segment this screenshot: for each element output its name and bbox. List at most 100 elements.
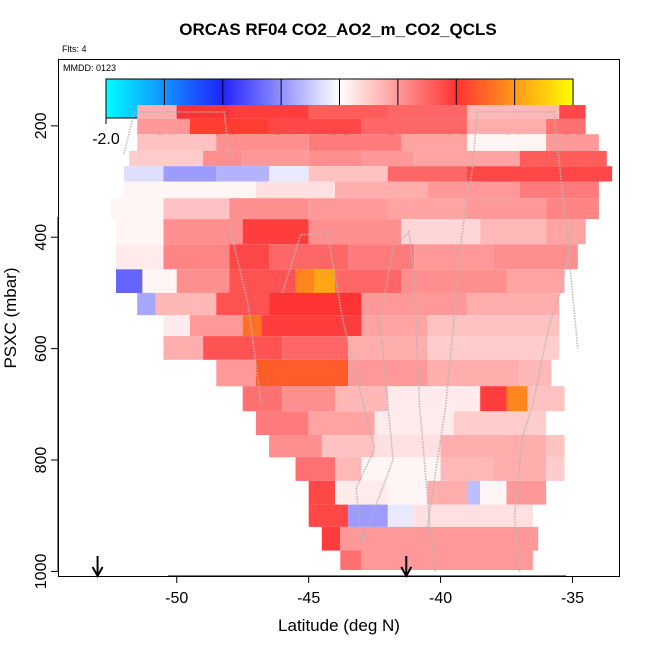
heatmap-cell xyxy=(467,134,547,151)
heatmap-cell xyxy=(467,118,547,135)
heatmap-cell xyxy=(387,504,415,527)
heatmap-cell xyxy=(467,198,547,220)
marker-arrow-head xyxy=(91,566,104,579)
heatmap-cell xyxy=(480,219,547,245)
heatmap-cell xyxy=(137,292,156,316)
heatmap-cell xyxy=(203,150,243,167)
x-tick-label: -35 xyxy=(561,590,584,607)
heatmap-cell xyxy=(321,526,341,551)
heatmap-cell xyxy=(401,269,507,293)
heatmap-cell xyxy=(229,105,309,119)
heatmap-cell xyxy=(414,504,533,527)
heatmap-cell xyxy=(546,118,586,135)
heatmap-cell xyxy=(519,150,607,167)
heatmap-cell xyxy=(361,315,428,337)
heatmap-cell xyxy=(229,269,296,293)
heatmap-cell xyxy=(137,134,217,151)
heatmap-cell xyxy=(546,457,565,481)
heatmap-cell xyxy=(229,244,270,270)
heatmap-cell xyxy=(163,315,190,337)
heatmap-cell xyxy=(348,244,415,270)
heatmap-cell xyxy=(242,315,262,337)
heatmap-cell xyxy=(295,457,336,481)
heatmap-cell xyxy=(480,480,507,505)
y-tick-label: 400 xyxy=(33,224,50,251)
flight-track xyxy=(123,111,231,160)
heatmap-cell xyxy=(269,435,322,458)
heatmap-cell xyxy=(467,480,481,505)
heatmap-cell xyxy=(229,198,309,220)
heatmap-cell xyxy=(216,134,309,151)
heatmap-cell xyxy=(308,411,375,435)
heatmap-cell xyxy=(255,181,336,199)
heatmap-cell xyxy=(387,386,481,412)
heatmap-cell xyxy=(203,336,283,360)
heatmap-cell xyxy=(142,269,177,293)
heatmap-cell xyxy=(427,359,520,387)
y-tick-label: 1000 xyxy=(33,554,50,590)
heatmap-cell xyxy=(467,292,560,316)
heatmap-cell xyxy=(401,134,467,151)
heatmap-cell xyxy=(308,219,401,245)
y-axis: 200 400 600 800 1000 xyxy=(33,112,59,590)
heatmap-cell xyxy=(361,457,441,481)
heatmap-cell xyxy=(348,359,428,387)
heatmap-cell xyxy=(348,336,428,360)
flight-track xyxy=(513,225,574,572)
heatmap-cell xyxy=(308,504,349,527)
chart-title: ORCAS RF04 CO2_AO2_m_CO2_QCLS xyxy=(179,20,496,39)
heatmap-cell xyxy=(308,105,388,119)
heatmap-cell xyxy=(216,166,270,182)
heatmap-cell xyxy=(216,359,256,387)
flight-track xyxy=(281,229,437,572)
heatmap-cell xyxy=(361,118,467,135)
y-tick-label: 800 xyxy=(33,447,50,474)
heatmap-cell xyxy=(440,457,494,481)
heatmap-cell xyxy=(414,150,520,167)
heatmap-cell xyxy=(546,435,565,458)
heatmap-cell xyxy=(242,150,309,167)
heatmap-cell xyxy=(506,386,528,412)
heatmap-cell xyxy=(427,181,520,199)
heatmap-cell xyxy=(335,480,388,505)
y-axis-label: PSXC (mbar) xyxy=(1,267,20,368)
heatmap-cell xyxy=(361,292,467,316)
heatmap-cell xyxy=(387,105,467,119)
heatmap-cell xyxy=(427,315,560,337)
heatmap-cell xyxy=(401,219,481,245)
heatmap-cell xyxy=(124,181,256,199)
heatmap-cell xyxy=(308,134,401,151)
heatmap-cell xyxy=(176,269,230,293)
heatmap-cell xyxy=(335,269,401,293)
heatmap-cell xyxy=(255,359,349,387)
heatmap-cell xyxy=(374,435,441,458)
heatmap-cell xyxy=(124,166,164,182)
heatmap-cell xyxy=(163,336,204,360)
heatmap-cells xyxy=(110,105,613,570)
heatmap-cell xyxy=(387,480,428,505)
heatmap-cell xyxy=(374,411,454,435)
heatmap-cell xyxy=(467,166,613,182)
heatmap-cell xyxy=(493,244,578,270)
y-tick-label: 600 xyxy=(33,335,50,362)
flights-note: Flts: 4 xyxy=(62,44,87,54)
heatmap-cell xyxy=(116,269,143,293)
y-tick-label: 200 xyxy=(33,112,50,139)
heatmap-cell xyxy=(506,480,547,505)
x-tick-label: -45 xyxy=(297,590,320,607)
heatmap-cell xyxy=(155,292,217,316)
heatmap-cell xyxy=(313,269,335,293)
heatmap-cell xyxy=(189,315,243,337)
heatmap-cell xyxy=(348,504,388,527)
heatmap-cell xyxy=(308,166,388,182)
x-tick-label: -40 xyxy=(429,590,452,607)
heatmap-cell xyxy=(559,105,586,119)
heatmap-cell xyxy=(519,181,599,199)
heatmap-cell xyxy=(506,269,565,293)
heatmap-cell xyxy=(269,292,362,316)
heatmap-cell xyxy=(340,526,539,551)
heatmap-cell xyxy=(414,244,494,270)
heatmap-cell xyxy=(546,219,586,245)
heatmap-cell xyxy=(242,219,309,245)
